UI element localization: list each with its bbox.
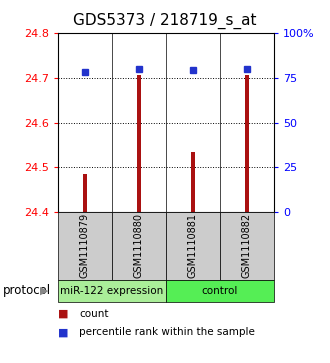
Text: GSM1110879: GSM1110879 [80, 213, 90, 278]
Bar [137, 76, 141, 212]
Text: percentile rank within the sample: percentile rank within the sample [79, 327, 255, 338]
Text: miR-122 expression: miR-122 expression [60, 286, 163, 296]
Bar [191, 152, 195, 212]
Text: GSM1110880: GSM1110880 [134, 213, 144, 278]
Text: ■: ■ [58, 309, 68, 319]
Bar [82, 174, 87, 212]
Text: GDS5373 / 218719_s_at: GDS5373 / 218719_s_at [73, 13, 257, 29]
Text: GSM1110881: GSM1110881 [188, 213, 198, 278]
Text: protocol: protocol [3, 284, 51, 297]
Text: control: control [202, 286, 238, 296]
Text: ▶: ▶ [40, 286, 49, 296]
Text: count: count [79, 309, 109, 319]
Text: ■: ■ [58, 327, 68, 338]
Bar [245, 76, 249, 212]
Text: GSM1110882: GSM1110882 [242, 213, 252, 278]
